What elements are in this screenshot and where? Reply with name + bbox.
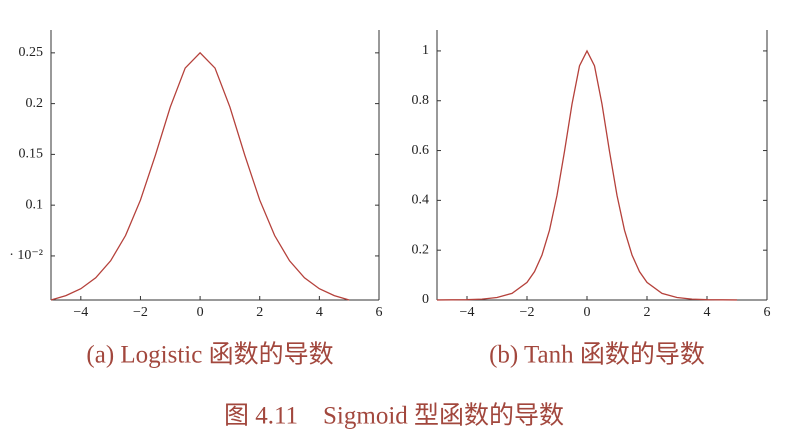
figure-caption: 图 4.11 Sigmoid 型函数的导数 <box>224 402 564 430</box>
y-tick-label: 0 <box>422 292 429 307</box>
y-tick-label: · 10⁻² <box>9 248 43 263</box>
y-tick-label: 0.2 <box>26 96 44 111</box>
x-tick-label: 0 <box>584 305 591 320</box>
x-tick-label: 2 <box>256 305 263 320</box>
y-tick-label: 0.4 <box>412 193 430 208</box>
line <box>436 49 738 301</box>
x-tick-label: 4 <box>704 305 711 320</box>
y-tick-label: 0.8 <box>412 93 430 108</box>
x-tick-label: −4 <box>73 305 88 320</box>
chart-title: (a) Logistic 函数的导数 <box>86 341 333 369</box>
x-tick-label: 0 <box>197 305 204 320</box>
y-tick-label: 0.6 <box>412 143 430 158</box>
line <box>50 51 350 301</box>
x-tick-label: −4 <box>460 305 475 320</box>
y-tick-label: 1 <box>422 43 429 58</box>
y-tick-label: 0.25 <box>19 45 44 60</box>
x-tick-label: 6 <box>376 305 383 320</box>
x-tick-label: −2 <box>133 305 148 320</box>
x-tick-label: 2 <box>644 305 651 320</box>
chart-title: (b) Tanh 函数的导数 <box>489 341 705 369</box>
y-tick-label: 0.2 <box>412 242 430 257</box>
x-tick-label: −2 <box>520 305 535 320</box>
y-tick-label: 0.15 <box>19 147 44 162</box>
x-tick-label: 4 <box>316 305 323 320</box>
x-tick-label: 6 <box>764 305 771 320</box>
y-tick-label: 0.1 <box>26 197 44 212</box>
